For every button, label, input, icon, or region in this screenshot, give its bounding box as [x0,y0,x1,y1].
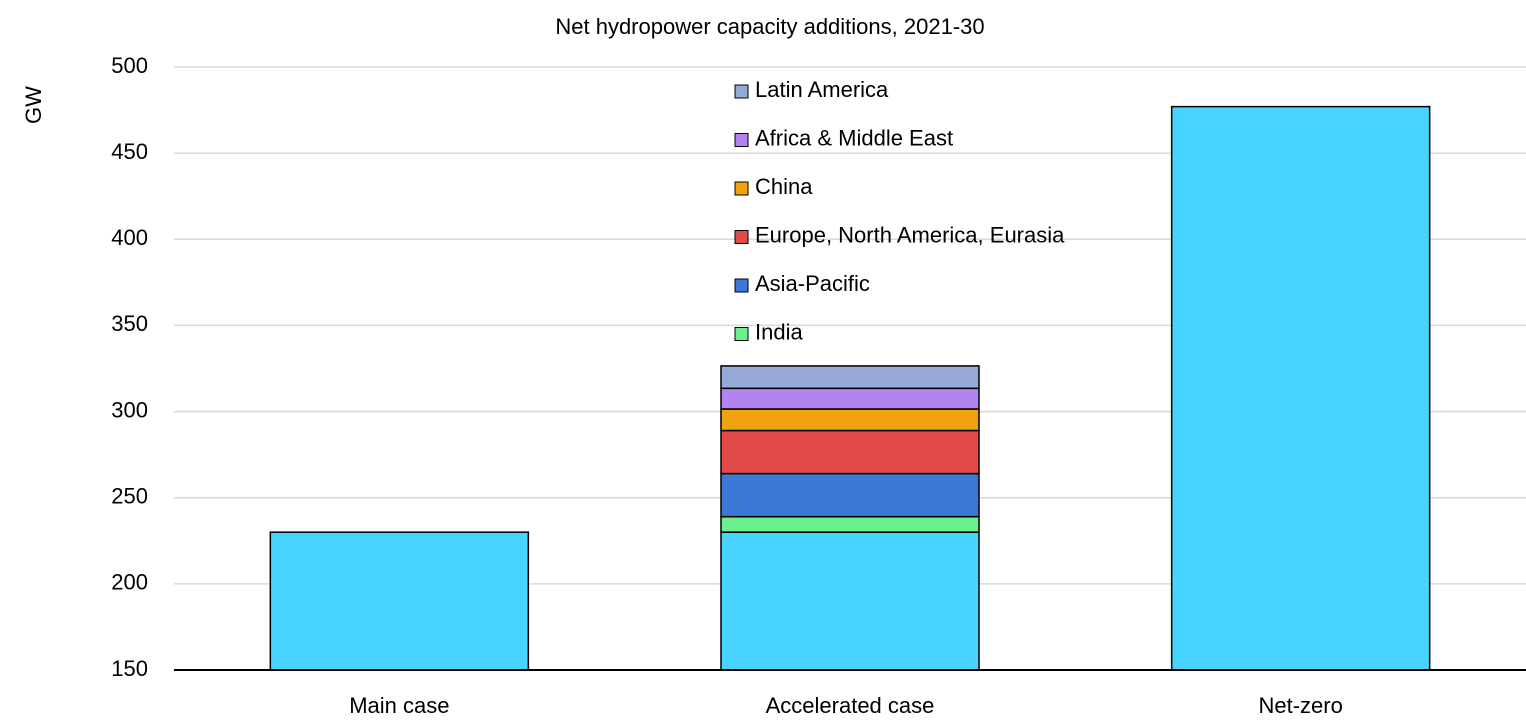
bar-segment [720,531,980,671]
y-tick-label: 450 [111,139,148,164]
x-tick-label: Main case [349,693,449,718]
y-axis-label: GW [21,86,46,124]
y-tick-label: 250 [111,484,148,509]
legend-swatch [734,133,749,147]
legend-label: China [755,174,813,199]
bar-segment [1170,105,1431,671]
legend-label: Latin America [755,77,889,102]
legend-swatch [734,278,749,293]
y-tick-label: 150 [111,656,148,681]
bar-segment [720,472,980,518]
legend-label: Asia-Pacific [755,271,870,296]
bar-segment [720,365,980,390]
y-tick-label: 500 [111,53,148,78]
x-tick-label: Accelerated case [766,693,935,718]
bar-segment [269,531,530,671]
legend-swatch [734,181,749,196]
x-tick-label: Net-zero [1258,693,1342,718]
bar-segment [720,387,980,410]
y-tick-label: 350 [111,311,148,336]
legend-swatch [734,230,749,244]
y-tick-label: 300 [111,397,148,422]
bar-segment [720,429,980,475]
legend-label: India [755,319,803,344]
y-tick-label: 200 [111,570,148,595]
legend-swatch [734,84,749,99]
bar-segment [720,515,980,533]
y-tick-label: 400 [111,225,148,250]
chart-title: Net hydropower capacity additions, 2021-… [555,14,984,39]
legend-label: Europe, North America, Eurasia [755,222,1065,247]
legend-swatch [734,327,749,341]
legend-label: Africa & Middle East [755,125,953,150]
bar-segment [720,408,980,432]
